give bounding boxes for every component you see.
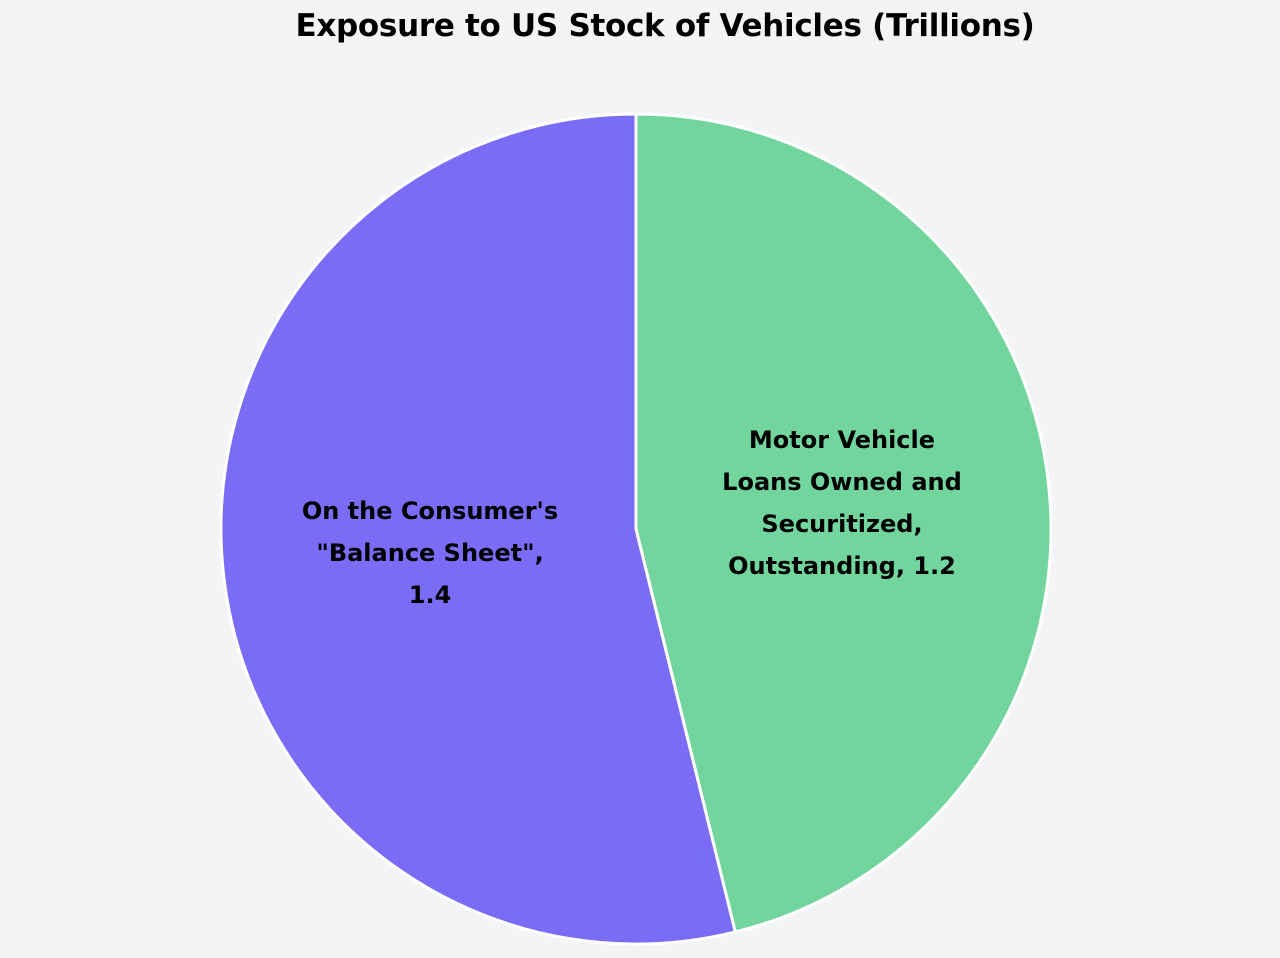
pie-slice-label-0: Motor Vehicle Loans Owned and Securitized,… [722, 426, 962, 580]
pie-slice-label-line: On the Consumer's [302, 497, 558, 525]
pie-slice-label-1: On the Consumer's "Balance Sheet", 1.4 [302, 497, 558, 609]
pie-slice-label-line: Securitized, [761, 510, 922, 538]
pie-slice-0 [634, 112, 1053, 934]
pie-slice-1 [219, 112, 737, 946]
pie-slice-label-line: Outstanding, 1.2 [728, 552, 956, 580]
pie-slice-label-line: "Balance Sheet", [316, 539, 543, 567]
pie-slice-label-line: Loans Owned and [722, 468, 962, 496]
pie-slices [219, 112, 1053, 946]
pie-labels: Motor Vehicle Loans Owned and Securitized,… [302, 426, 962, 609]
pie-slice-label-line: 1.4 [409, 581, 452, 609]
pie-slice-label-line: Motor Vehicle [749, 426, 935, 454]
chart-title: Exposure to US Stock of Vehicles (Trilli… [295, 8, 1035, 44]
